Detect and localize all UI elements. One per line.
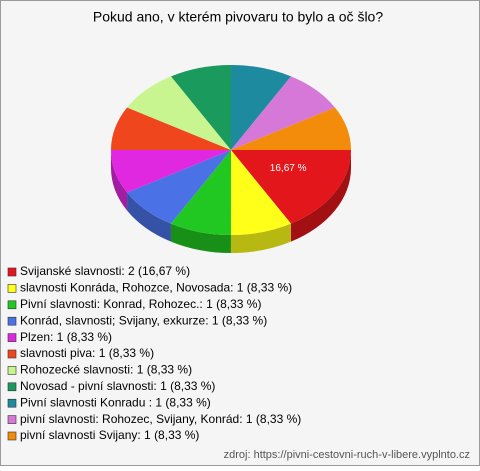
legend-swatch xyxy=(7,284,17,293)
pie-slice xyxy=(111,107,231,150)
pie-slice xyxy=(170,150,231,235)
legend-label: slavnosti piva: 1 (8,33 %) xyxy=(20,346,154,360)
legend-swatch xyxy=(7,366,17,375)
source: zdroj: https://pivni-cestovni-ruch-v-lib… xyxy=(224,449,470,461)
pie-slice xyxy=(111,149,231,193)
legend-label: slavnosti Konráda, Rohozce, Novosada: 1 … xyxy=(20,281,292,295)
legend-label: Pivní slavnosti Konradu : 1 (8,33 %) xyxy=(20,395,211,409)
pie-slice xyxy=(127,150,231,224)
pie-slice xyxy=(231,76,335,150)
legend-swatch xyxy=(7,382,17,392)
chart-title: Pokud ano, v kterém pivovaru to bylo a o… xyxy=(93,9,383,25)
legend-label: Pivní slavnosti: Konrad, Rohozec.: 1 (8,… xyxy=(20,297,261,311)
legend-swatch xyxy=(7,349,17,359)
legend-swatch xyxy=(7,316,17,326)
legend-label: pivní slavnosti: Rohozec, Svijany, Konrá… xyxy=(20,412,301,426)
pie-slice xyxy=(127,76,231,150)
legend-swatch xyxy=(7,398,17,408)
legend-label: Konrád, slavnosti; Svijany, exkurze: 1 (… xyxy=(20,313,267,327)
pie-slice xyxy=(171,65,232,150)
pie-slice xyxy=(231,150,351,224)
pie-slice-side xyxy=(230,223,291,253)
legend-swatch xyxy=(7,333,17,342)
pie-slice xyxy=(231,65,292,150)
legend-swatch xyxy=(7,415,17,424)
legend-swatch xyxy=(7,300,17,310)
pie-slice-side xyxy=(127,192,171,242)
pie-slice xyxy=(230,150,291,235)
data-label: 16,67 % xyxy=(270,163,307,174)
pie-slice-side xyxy=(111,150,128,211)
legend-label: Svijanské slavnosti: 2 (16,67 %) xyxy=(20,264,190,278)
legend-label: Novosad - pivní slavnosti: 1 (8,33 %) xyxy=(20,379,215,393)
legend-label: Rohozecké slavnosti: 1 (8,33 %) xyxy=(20,363,192,377)
pie-slice xyxy=(231,107,351,150)
pie-slice-side xyxy=(290,150,351,242)
legend-label: Plzen: 1 (8,33 %) xyxy=(20,330,112,344)
legend-swatch xyxy=(7,267,17,277)
legend-swatch xyxy=(7,431,17,441)
pie-slice-side xyxy=(170,223,231,253)
legend-label: pivní slavnosti Svijany: 1 (8,33 %) xyxy=(20,428,199,442)
